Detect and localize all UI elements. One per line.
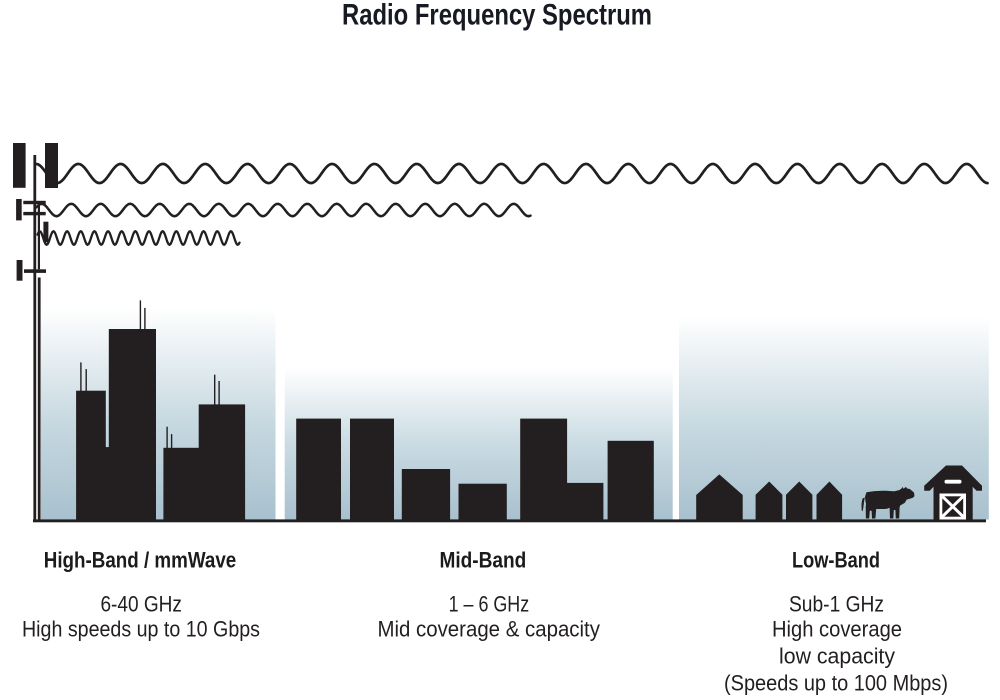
svg-text:6-40 GHz: 6-40 GHz — [100, 592, 182, 617]
svg-text:High coverage: High coverage — [772, 616, 902, 641]
svg-text:low capacity: low capacity — [779, 644, 895, 669]
svg-text:Mid-Band: Mid-Band — [440, 548, 527, 573]
svg-text:Radio Frequency Spectrum: Radio Frequency Spectrum — [342, 0, 652, 32]
svg-text:High-Band / mmWave: High-Band / mmWave — [44, 548, 237, 573]
svg-text:Mid coverage & capacity: Mid coverage & capacity — [377, 616, 600, 641]
svg-text:Low-Band: Low-Band — [792, 548, 880, 573]
svg-text:Sub-1 GHz: Sub-1 GHz — [789, 592, 884, 617]
svg-text:1 – 6 GHz: 1 – 6 GHz — [449, 592, 530, 617]
svg-text:High speeds up to 10 Gbps: High speeds up to 10 Gbps — [22, 616, 260, 641]
svg-text:(Speeds up to 100 Mbps): (Speeds up to 100 Mbps) — [724, 671, 948, 696]
